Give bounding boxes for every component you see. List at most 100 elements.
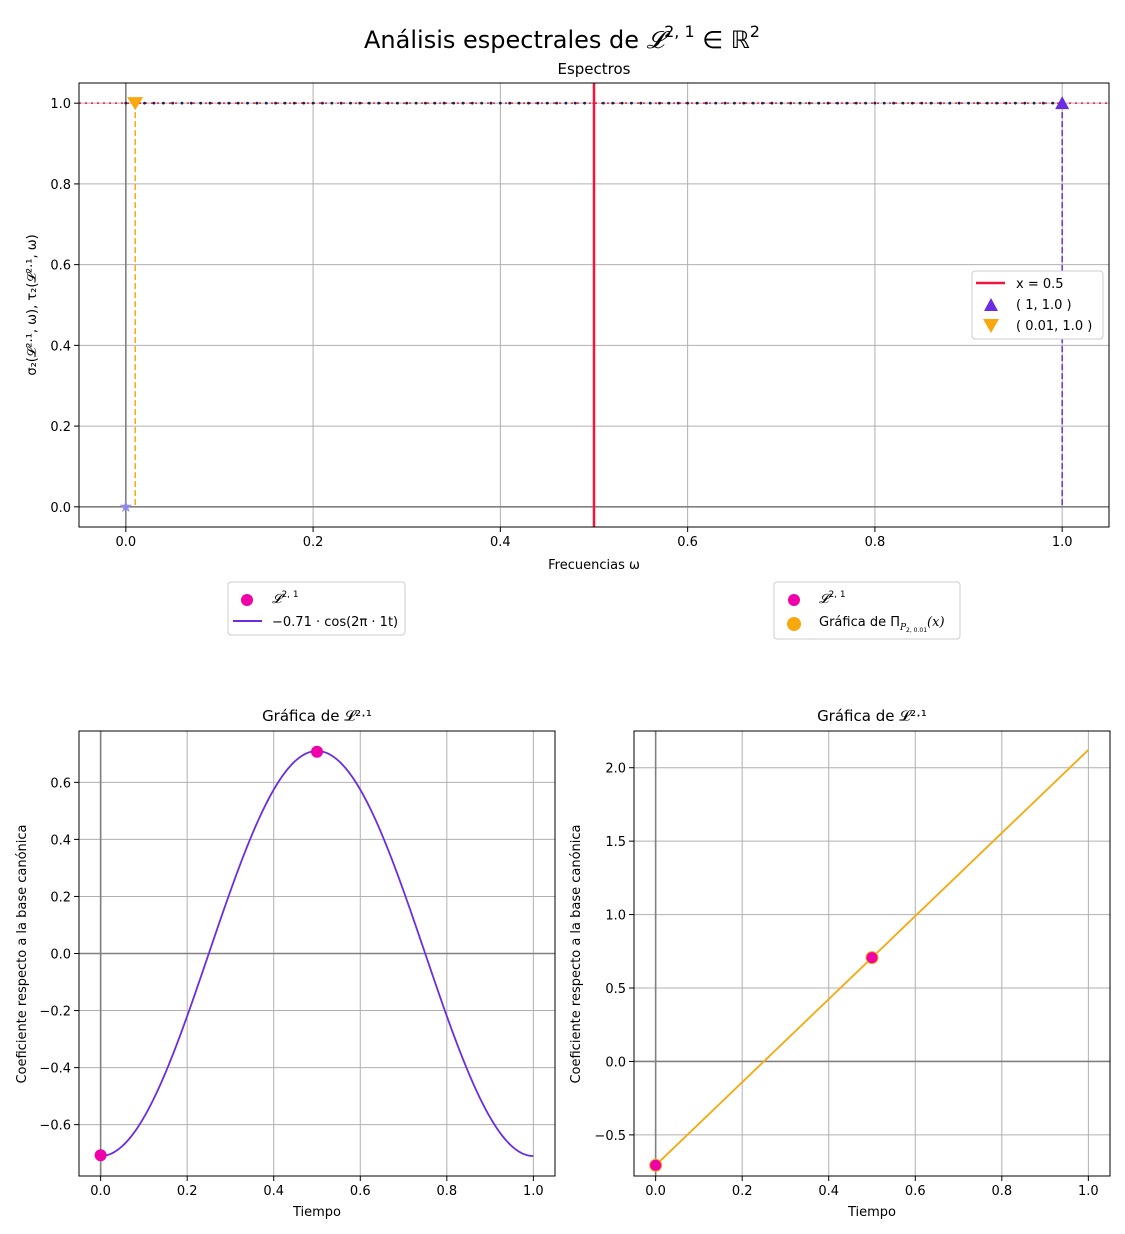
spectra-point-16 bbox=[274, 101, 278, 105]
legend-left: 𝓛2, 1 −0.71 · cos(2π · 1t) bbox=[227, 581, 406, 636]
spectra-axes: Espectros Frecuencias ω σ₂(𝓛²·¹, ω), τ₂(… bbox=[25, 60, 1110, 573]
spectra-point-95 bbox=[1013, 101, 1017, 105]
spectra-point-74 bbox=[817, 101, 821, 105]
legend-right: 𝓛2, 1 Gráfica de ΠP2, 0.01(x) bbox=[773, 581, 961, 640]
legend-left-point-icon bbox=[241, 594, 253, 606]
projection-xtick-label-2: 0.4 bbox=[818, 1184, 839, 1199]
spectra-point-82 bbox=[892, 101, 896, 105]
projection-xlabel: Tiempo bbox=[847, 1205, 896, 1220]
spectra-point-39 bbox=[489, 101, 493, 105]
spectra-point-28 bbox=[386, 101, 390, 105]
projection-frame bbox=[633, 730, 1111, 1177]
spectra-point-85 bbox=[920, 101, 924, 105]
projection-xtick-label-3: 0.6 bbox=[905, 1184, 926, 1199]
cosine-ylabel: Coeficiente respecto a la base canónica bbox=[15, 824, 30, 1083]
cosine-ytick-label-0: −0.6 bbox=[39, 1119, 71, 1134]
projection-ytick-label-0: −0.5 bbox=[594, 1129, 626, 1144]
spectra-point-33 bbox=[433, 101, 437, 105]
spectra-point-2 bbox=[143, 101, 146, 105]
spectra-point-49 bbox=[583, 101, 587, 105]
spectra-point-58 bbox=[667, 101, 671, 105]
cosine-point-0 bbox=[94, 1149, 107, 1162]
spectra-point-79 bbox=[864, 101, 867, 105]
legend-marker1-label: ( 1, 1.0 ) bbox=[1016, 298, 1072, 313]
spectra-point-97 bbox=[1032, 101, 1036, 105]
spectra-xtick-label-2: 0.4 bbox=[490, 535, 511, 550]
spectra-point-86 bbox=[929, 101, 933, 105]
cosine-ytick-label-6: 0.6 bbox=[50, 776, 71, 791]
spectra-point-12 bbox=[236, 101, 240, 105]
spectra-point-32 bbox=[424, 101, 427, 105]
spectra-point-62 bbox=[704, 101, 708, 105]
cosine-xtick-label-4: 0.8 bbox=[436, 1184, 457, 1199]
legend-right-point-icon bbox=[788, 594, 800, 606]
spectra-point-93 bbox=[995, 101, 999, 105]
spectra-point-72 bbox=[798, 101, 802, 105]
spectra-point-43 bbox=[527, 101, 530, 105]
spectra-point-34 bbox=[442, 101, 446, 105]
spectra-point-52 bbox=[611, 101, 615, 105]
spectra-point-56 bbox=[648, 101, 652, 105]
cosine-xtick-label-0: 0.0 bbox=[90, 1184, 111, 1199]
spectra-title: Espectros bbox=[557, 60, 630, 78]
spectra-point-22 bbox=[330, 101, 334, 105]
spectra-point-47 bbox=[564, 101, 568, 105]
projection-title: Gráfica de 𝓛²·¹ bbox=[817, 707, 927, 725]
spectra-xtick-label-3: 0.6 bbox=[677, 535, 698, 550]
spectra-ytick-label-5: 1.0 bbox=[50, 97, 71, 112]
cosine-ytick-label-4: 0.2 bbox=[50, 890, 71, 905]
spectra-point-88 bbox=[948, 101, 952, 105]
spectra-point-61 bbox=[695, 101, 699, 105]
spectra-point-20 bbox=[311, 101, 315, 105]
spectra-point-66 bbox=[742, 101, 746, 105]
spectra-point-75 bbox=[826, 101, 830, 105]
spectra-point-83 bbox=[901, 101, 905, 105]
spectra-point-68 bbox=[761, 101, 764, 105]
spectra-point-94 bbox=[1004, 101, 1008, 105]
spectra-point-19 bbox=[302, 101, 306, 105]
spectra-point-38 bbox=[480, 101, 484, 105]
projection-ytick-label-5: 2.0 bbox=[605, 762, 626, 777]
spectra-point-42 bbox=[517, 101, 521, 105]
spectra-ytick-label-2: 0.4 bbox=[50, 339, 71, 354]
spectra-point-3 bbox=[152, 101, 156, 105]
projection-ytick-label-2: 0.5 bbox=[605, 982, 626, 997]
projection-xtick-label-5: 1.0 bbox=[1078, 1184, 1099, 1199]
spectra-point-96 bbox=[1023, 101, 1027, 105]
spectra-point-57 bbox=[658, 101, 661, 105]
spectra-point-5 bbox=[171, 101, 175, 105]
spectra-point-14 bbox=[255, 101, 259, 105]
legend-marker2-label: ( 0.01, 1.0 ) bbox=[1016, 319, 1092, 334]
spectra-point-23 bbox=[339, 101, 343, 105]
spectra-xtick-label-0: 0.0 bbox=[115, 535, 136, 550]
spectra-frame bbox=[78, 82, 1110, 528]
spectra-point-26 bbox=[367, 101, 371, 105]
spectra-point-18 bbox=[292, 101, 296, 105]
spectra-point-67 bbox=[751, 101, 755, 105]
spectra-point-70 bbox=[779, 101, 783, 105]
cosine-frame bbox=[78, 730, 556, 1177]
spectra-ylabel: σ₂(𝓛²·¹, ω), τ₂(𝓛²·¹, ω) bbox=[25, 234, 40, 375]
spectra-point-76 bbox=[836, 101, 839, 105]
spectra-point-45 bbox=[545, 101, 549, 105]
spectra-point-71 bbox=[789, 101, 793, 105]
spectra-point-21 bbox=[321, 101, 324, 105]
cosine-axes: Gráfica de 𝓛²·¹ Tiempo Coeficiente respe… bbox=[15, 707, 556, 1220]
spectra-star bbox=[119, 500, 132, 513]
spectra-point-51 bbox=[601, 101, 605, 105]
spectra-point-92 bbox=[985, 101, 989, 105]
spectra-point-36 bbox=[461, 101, 465, 105]
spectra-point-48 bbox=[573, 101, 577, 105]
spectra-point-99 bbox=[1051, 101, 1055, 105]
spectra-point-69 bbox=[770, 101, 774, 105]
cosine-xtick-label-5: 1.0 bbox=[523, 1184, 544, 1199]
spectra-point-13 bbox=[246, 101, 249, 105]
suptitle: Análisis espectrales de 𝓛2, 1 ∈ ℝ2 bbox=[364, 22, 760, 54]
spectra-point-60 bbox=[686, 101, 690, 105]
spectra-point-31 bbox=[414, 101, 418, 105]
projection-axes: Gráfica de 𝓛²·¹ Tiempo Coeficiente respe… bbox=[569, 707, 1111, 1220]
spectra-ytick-label-4: 0.8 bbox=[50, 178, 71, 193]
projection-xtick-label-0: 0.0 bbox=[645, 1184, 666, 1199]
spectra-point-17 bbox=[283, 101, 287, 105]
